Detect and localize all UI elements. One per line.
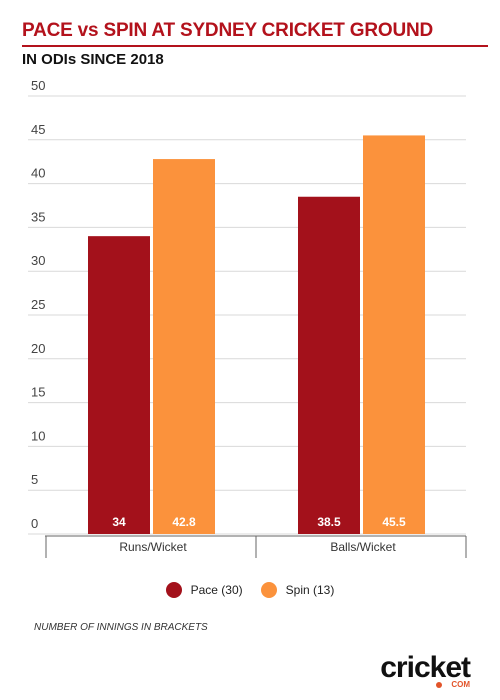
footnote: NUMBER OF INNINGS IN BRACKETS <box>34 622 208 633</box>
bar-spin <box>153 159 215 534</box>
y-tick-label: 20 <box>31 341 45 356</box>
bar-pace <box>298 196 360 535</box>
legend-label-spin: Spin (13) <box>285 583 335 597</box>
y-tick-label: 40 <box>31 166 45 181</box>
y-tick-label: 10 <box>31 428 45 443</box>
logo-sub: COM <box>451 680 470 689</box>
legend: Pace (30) Spin (13) <box>0 582 500 598</box>
bar-value-label: 45.5 <box>382 515 406 529</box>
legend-label-pace: Pace (30) <box>190 583 243 597</box>
logo-dot <box>436 682 442 688</box>
x-category-label: Balls/Wicket <box>330 540 396 554</box>
chart-title: PACE vs SPIN AT SYDNEY CRICKET GROUND <box>22 20 434 41</box>
legend-item-spin: Spin (13) <box>260 582 335 598</box>
y-tick-label: 50 <box>31 78 45 93</box>
legend-swatch-pace <box>165 582 182 598</box>
y-tick-label: 25 <box>31 297 45 312</box>
title-underline <box>22 45 488 47</box>
y-tick-label: 35 <box>31 209 45 224</box>
x-category-label: Runs/Wicket <box>119 540 187 554</box>
y-tick-label: 5 <box>31 472 38 487</box>
y-tick-label: 15 <box>31 385 45 400</box>
y-tick-label: 0 <box>31 516 38 531</box>
bar-value-label: 38.5 <box>317 515 341 529</box>
legend-item-pace: Pace (30) <box>165 582 243 598</box>
bar-spin <box>363 135 425 535</box>
y-tick-label: 45 <box>31 122 45 137</box>
bar-pace <box>88 236 150 534</box>
legend-swatch-spin <box>260 582 277 598</box>
cricket-com-logo: cricket <box>380 651 471 684</box>
bar-value-label: 42.8 <box>172 515 196 529</box>
bar-value-label: 34 <box>112 515 126 529</box>
y-tick-label: 30 <box>31 253 45 268</box>
bar-chart: 0 5 10 15 20 25 30 35 40 45 50 34 42.8 Runs/Wicket 38.… <box>28 78 467 558</box>
chart-subtitle: IN ODIs SINCE 2018 <box>22 51 164 68</box>
